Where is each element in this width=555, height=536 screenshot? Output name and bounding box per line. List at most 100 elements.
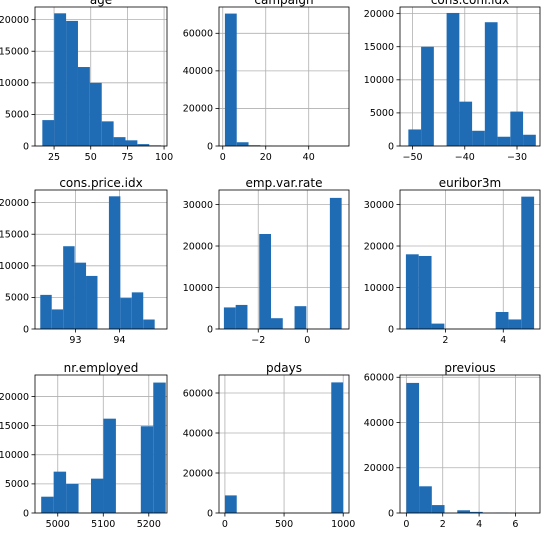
xtick-label: 4 [500, 335, 506, 346]
xtick-label: 20 [260, 152, 272, 163]
ytick-label: 15000 [0, 230, 29, 241]
bar-age-7 [125, 140, 138, 146]
bar-nr-employed-8 [140, 426, 154, 513]
bar-euribor3m-7 [495, 311, 509, 329]
ytick-label: 5000 [5, 479, 29, 490]
axes-frame [218, 6, 350, 147]
axes-frame [34, 374, 168, 514]
xtick-label: 5000 [46, 519, 70, 530]
xtick-label: −2 [251, 335, 265, 346]
bar-cons-conf-idx-9 [523, 134, 536, 146]
bar-previous-1 [419, 486, 432, 513]
ytick-label: 15000 [0, 47, 29, 58]
axes-frame [399, 374, 541, 514]
bar-cons-conf-idx-8 [510, 111, 524, 146]
bar-cons-conf-idx-1 [421, 46, 434, 146]
bar-euribor3m-8 [508, 319, 522, 329]
bar-cons-price-idx-2 [63, 246, 75, 329]
bar-euribor3m-0 [405, 254, 419, 329]
bar-euribor3m-9 [521, 196, 535, 329]
chart-previous: 0 2 4 6 0 20000 40000 60000 previous [364, 361, 541, 530]
bar-campaign-1 [236, 142, 249, 146]
xtick-label: 0 [304, 335, 310, 346]
bar-age-4 [89, 82, 102, 146]
ytick-label: 60000 [364, 373, 394, 384]
bar-previous-5 [470, 511, 483, 513]
xtick-label: 25 [48, 152, 60, 163]
bar-age-5 [101, 121, 114, 146]
xtick-label: 40 [303, 152, 315, 163]
ytick-label: 5000 [370, 108, 394, 119]
bar-nr-employed-1 [53, 471, 67, 513]
ytick-label: 0 [388, 141, 394, 152]
ytick-label: 20000 [183, 468, 213, 479]
chart-nr-employed: 5000 5100 5200 0 5000 10000 15000 20000 nr.emplo… [0, 361, 168, 530]
xtick-label: −30 [507, 152, 527, 163]
bar-nr-employed-9 [153, 382, 166, 513]
bar-age-6 [113, 137, 126, 146]
xtick-label: 0 [222, 519, 228, 530]
chart-title: emp.var.rate [246, 176, 323, 190]
ytick-label: 20000 [0, 15, 29, 26]
ytick-label: 0 [388, 508, 394, 519]
bar-euribor3m-1 [418, 255, 432, 329]
bar-previous-4 [457, 510, 470, 513]
bar-cons-price-idx-9 [143, 319, 155, 329]
bar-nr-employed-5 [103, 418, 116, 513]
xtick-label: −50 [403, 152, 423, 163]
bar-emp-var-rate-0 [223, 307, 236, 329]
bar-pdays-9 [331, 382, 344, 513]
bar-emp-var-rate-3 [259, 233, 271, 329]
bar-euribor3m-2 [431, 323, 445, 329]
bar-cons-price-idx-1 [51, 309, 64, 329]
bar-nr-employed-4 [91, 478, 104, 513]
xtick-label: −40 [455, 152, 475, 163]
ytick-label: 20000 [364, 241, 394, 252]
ytick-label: 10000 [364, 283, 394, 294]
ytick-label: 20000 [364, 9, 394, 20]
bar-age-0 [42, 120, 55, 146]
bar-cons-price-idx-7 [120, 298, 132, 329]
xtick-label: 2 [440, 519, 446, 530]
xtick-label: 5100 [91, 519, 115, 530]
ytick-label: 10000 [183, 283, 213, 294]
xtick-label: 5200 [137, 519, 161, 530]
ytick-label: 15000 [0, 421, 29, 432]
chart-emp-var-rate: −2 0 0 10000 20000 30000 emp.var.rate [183, 176, 350, 346]
chart-title: cons.price.idx [59, 176, 142, 190]
bar-emp-var-rate-9 [329, 197, 342, 329]
bar-cons-conf-idx-7 [497, 136, 511, 146]
ytick-label: 10000 [0, 261, 29, 272]
ytick-label: 40000 [364, 418, 394, 429]
ytick-label: 0 [207, 508, 213, 519]
chart-title: nr.employed [64, 361, 139, 375]
axes-frame [218, 189, 350, 330]
xtick-label: 93 [69, 335, 81, 346]
ytick-label: 15000 [364, 42, 394, 53]
chart-title: previous [444, 361, 495, 375]
ytick-label: 0 [23, 324, 29, 335]
xtick-label: 94 [113, 335, 125, 346]
axes-frame [34, 6, 168, 147]
chart-title: euribor3m [439, 176, 501, 190]
bar-nr-employed-2 [66, 483, 79, 513]
xtick-label: 6 [512, 519, 518, 530]
chart-title: age [90, 0, 112, 7]
chart-age: 25 50 75 100 0 5000 10000 15000 20000 age [0, 0, 173, 163]
bar-cons-price-idx-0 [40, 294, 52, 329]
axes-frame [399, 189, 541, 330]
ytick-label: 20000 [364, 463, 394, 474]
bar-emp-var-rate-1 [235, 304, 248, 329]
ytick-label: 0 [23, 141, 29, 152]
chart-cons-conf-idx: −50 −40 −30 0 5000 10000 15000 20000 cons.conf.i… [364, 0, 541, 163]
chart-campaign: 0 20 40 0 20000 40000 60000 campaign [183, 0, 350, 163]
bar-cons-price-idx-8 [131, 292, 144, 329]
ytick-label: 10000 [364, 75, 394, 86]
bar-pdays-0 [224, 495, 237, 513]
axes-frame [34, 189, 168, 330]
chart-pdays: 0 500 1000 0 20000 40000 60000 pdays [183, 361, 356, 530]
xtick-label: 75 [121, 152, 133, 163]
ytick-label: 20000 [0, 392, 29, 403]
bar-emp-var-rate-4 [271, 318, 283, 329]
